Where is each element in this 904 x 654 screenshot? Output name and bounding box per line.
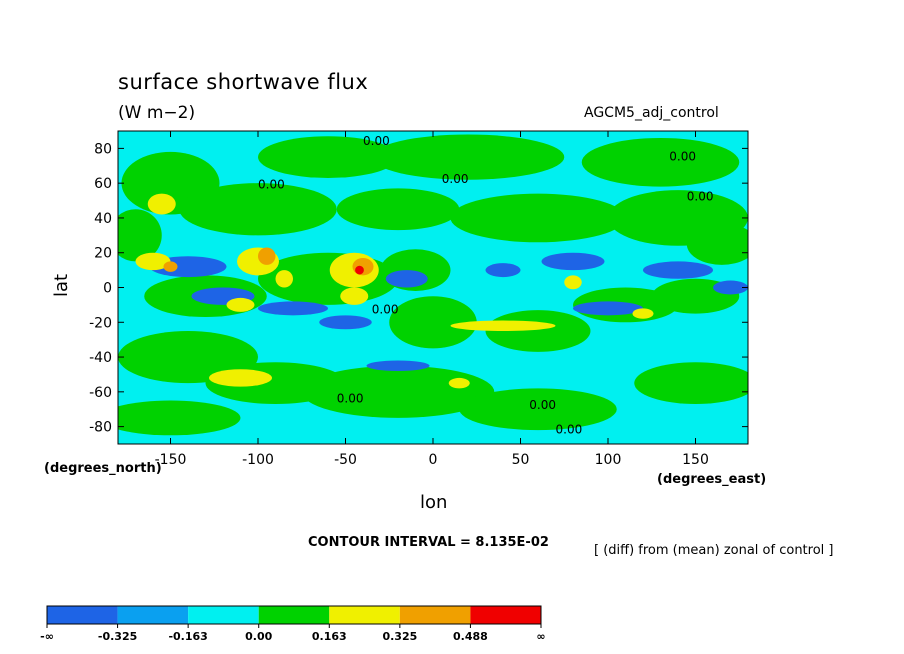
colorbar-swatch-1: [117, 606, 189, 624]
anomaly-region-negative-8: [643, 261, 713, 279]
colorbar-label-3: 0.00: [245, 630, 272, 643]
anomaly-region-high-9: [448, 377, 470, 389]
colorbar-label-7: ∞: [536, 630, 545, 643]
contour-label-1: 0.00: [258, 177, 285, 191]
chart-description: [ (diff) from (mean) zonal of control ]: [594, 543, 834, 558]
y-tick-label: -60: [89, 385, 112, 401]
x-tick-label: -150: [155, 452, 187, 468]
y-tick-label: 0: [103, 281, 112, 297]
anomaly-region-negative-4: [385, 270, 428, 288]
x-tick-label: 0: [429, 452, 438, 468]
colorbar-label-0: -∞: [40, 630, 54, 643]
colorbar-swatch-2: [188, 606, 259, 624]
anomaly-region-negative-5: [485, 263, 521, 278]
colorbar-swatch-4: [329, 606, 400, 624]
colorbar-label-6: 0.488: [453, 630, 488, 643]
anomaly-region-positive-2: [581, 137, 740, 187]
colorbar-swatch-0: [47, 606, 118, 624]
y-tick-label: -20: [89, 315, 112, 331]
contour-label-3: 0.00: [669, 150, 696, 164]
anomaly-region-negative-3: [319, 315, 372, 330]
anomaly-region-positive-21: [686, 223, 748, 265]
contour-label-0: 0.00: [363, 134, 390, 148]
y-tick-label: 20: [94, 246, 112, 262]
y-tick-label: -40: [89, 350, 112, 366]
colorbar-frame: [46, 605, 542, 625]
anomaly-region-high-10: [564, 275, 582, 290]
anomaly-region-negative-10: [713, 280, 748, 295]
contour-label-4: 0.00: [687, 190, 714, 204]
y-units-label: (degrees_north): [44, 461, 162, 476]
anomaly-region-high-0: [147, 193, 176, 215]
colorbar-swatch-3: [258, 606, 330, 624]
anomaly-region-positive-6: [450, 193, 626, 243]
anomaly-region-positive-20: [634, 362, 748, 404]
y-tick-label: 60: [94, 176, 112, 192]
colorbar-label-5: 0.325: [382, 630, 417, 643]
y-tick-label: -80: [89, 420, 112, 436]
anomaly-region-very-high-2: [163, 261, 178, 272]
anomaly-region-positive-0: [258, 136, 398, 178]
colorbar-swatch-6: [470, 606, 541, 624]
anomaly-region-positive-5: [336, 188, 460, 231]
anomaly-region-positive-12: [485, 310, 591, 352]
anomaly-region-high-8: [632, 308, 654, 319]
experiment-label: AGCM5_adj_control: [584, 105, 719, 121]
anomaly-region-high-11: [275, 270, 293, 288]
x-tick-label: 150: [682, 452, 709, 468]
colorbar-swatch-5: [399, 606, 471, 624]
colorbar-label-1: -0.325: [98, 630, 137, 643]
anomaly-region-positive-8: [118, 209, 162, 262]
contour-label-8: 0.00: [372, 303, 399, 317]
chart-title: surface shortwave flux: [118, 70, 369, 94]
chart-units: (W m−2): [118, 103, 196, 123]
x-tick-label: -50: [334, 452, 357, 468]
contour-label-2: 0.00: [442, 172, 469, 186]
anomaly-region-positive-11: [389, 296, 477, 349]
anomaly-region-negative-6: [541, 252, 605, 271]
anomaly-region-high-2: [135, 252, 171, 271]
x-tick-label: 100: [595, 452, 622, 468]
anomaly-region-high-6: [450, 320, 556, 331]
colorbar-label-2: -0.163: [168, 630, 207, 643]
anomaly-region-positive-4: [179, 183, 337, 236]
anomaly-region-negative-2: [258, 301, 328, 316]
contour-label-5: 0.00: [337, 391, 364, 405]
anomaly-region-positive-17: [301, 365, 495, 418]
y-tick-label: 80: [94, 141, 112, 157]
anomaly-region-high-5: [226, 297, 255, 312]
colorbar-label-4: 0.163: [312, 630, 347, 643]
anomaly-region-negative-9: [366, 360, 430, 371]
anomaly-region-high-7: [209, 369, 272, 387]
x-tick-label: -100: [242, 452, 274, 468]
anomaly-region-very-high-0: [258, 247, 276, 265]
y-tick-label: 40: [94, 211, 112, 227]
anomaly-region-high-4: [340, 287, 369, 305]
contour-interval: CONTOUR INTERVAL = 8.135E-02: [308, 535, 549, 550]
anomaly-region-negative-7: [573, 301, 643, 316]
contour-label-6: 0.00: [529, 398, 556, 412]
x-units-label: (degrees_east): [657, 472, 767, 487]
anomaly-region-max: [355, 265, 364, 275]
x-tick-label: 50: [512, 452, 530, 468]
contour-label-7: 0.00: [556, 423, 583, 437]
anomaly-region-positive-19: [118, 400, 241, 436]
x-axis-label: lon: [420, 492, 448, 513]
anomaly-region-positive-18: [459, 388, 617, 431]
anomaly-region-positive-1: [371, 134, 565, 180]
